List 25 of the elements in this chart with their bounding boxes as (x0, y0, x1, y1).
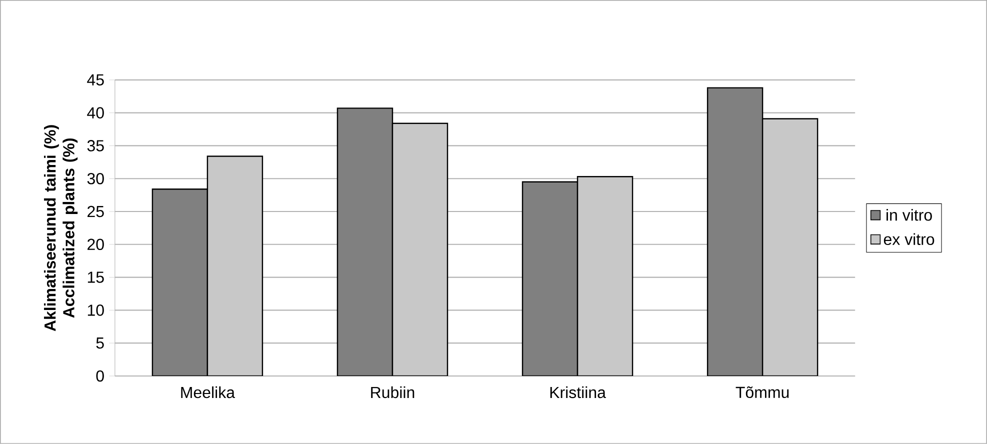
legend-label: in vitro (886, 209, 932, 221)
bar (152, 188, 208, 376)
y-tick-label: 5 (96, 338, 104, 349)
y-tick-label: 15 (88, 272, 104, 283)
bar (706, 87, 764, 376)
legend-label: ex vitro (884, 233, 934, 246)
y-tick-label: 30 (87, 172, 104, 184)
bar (522, 181, 578, 376)
bar (206, 156, 264, 376)
y-tick-label: 40 (87, 107, 104, 119)
y-tick-label: 25 (88, 206, 104, 218)
x-tick-label: Meelika (181, 386, 235, 398)
bar (336, 108, 394, 376)
y-tick-label: 20 (88, 238, 104, 250)
y-tick-label: 10 (88, 304, 104, 316)
y-tick-label: 35 (87, 140, 104, 152)
x-tick-label: Tõmmu (736, 386, 789, 398)
bar (392, 122, 448, 376)
bar (762, 118, 818, 376)
y-tick-label: 45 (87, 74, 104, 86)
y-axis-title: Aklimatiseerunud taimi (%) Acclimatized plants (%) (44, 125, 78, 332)
x-tick-label: Kristiina (550, 386, 606, 398)
x-tick-label: Rubiin (371, 386, 414, 398)
y-tick-label: 0 (96, 370, 104, 382)
bar (576, 176, 634, 376)
